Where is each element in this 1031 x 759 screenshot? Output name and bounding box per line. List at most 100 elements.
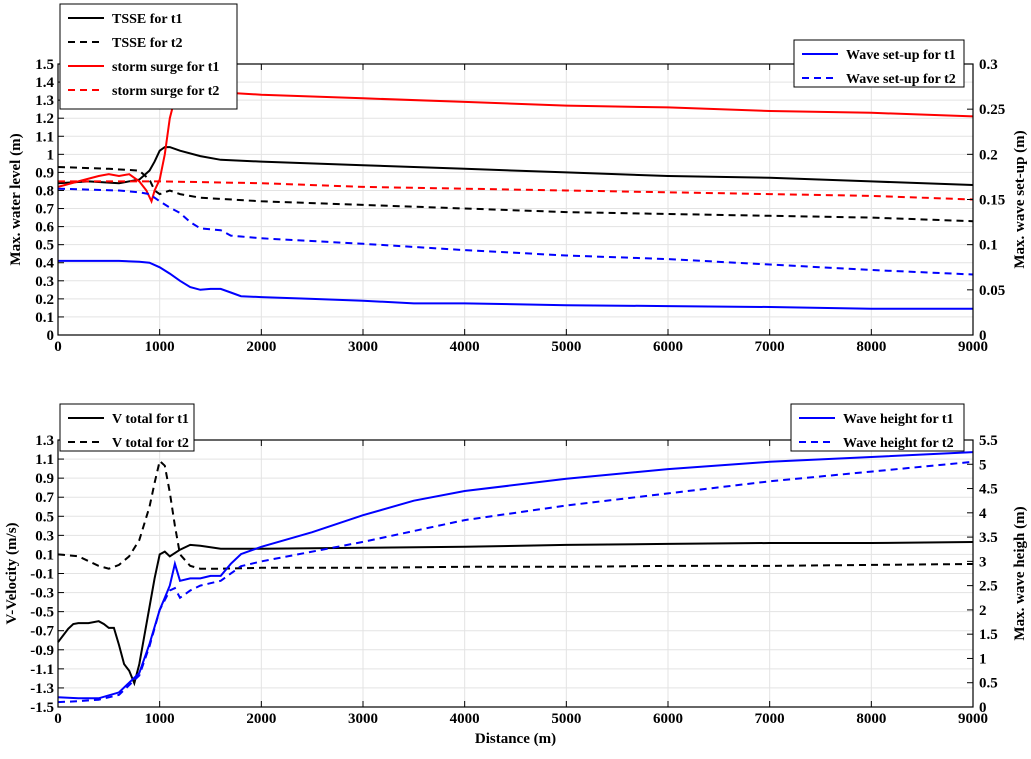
chart-panel-2: 0 1000 2000 3000 4000 5000 6000 7000 8000 9000 -1.…	[4, 403, 1028, 747]
y-left-tick-label: 0.1	[35, 547, 54, 563]
y-right-tick-label: 0	[979, 700, 987, 716]
y-left-tick-label: 1	[47, 147, 55, 163]
y-left-tick-label: 0	[47, 328, 55, 344]
x-tick-label: 4000	[450, 711, 480, 727]
legend-entry-label: Wave height for t1	[843, 412, 954, 427]
x-tick-label: 9000	[958, 711, 988, 727]
y-left-tick-label: -1.1	[30, 662, 54, 678]
y-left-tick-label: 1.5	[35, 57, 54, 73]
x-tick-label: 2000	[246, 711, 276, 727]
legend-entry-label: V total for t1	[112, 412, 189, 427]
y-left-tick-label: -0.7	[30, 624, 54, 640]
y-left-tick-label: 0.8	[35, 183, 54, 199]
y-left-axis-label: V-Velocity (m/s)	[4, 522, 20, 624]
legend-entry-label: TSSE for t2	[112, 36, 183, 51]
y-right-tick-label: 3.5	[979, 530, 998, 546]
y-right-tick-label: 0.3	[979, 57, 998, 73]
legend-box	[59, 3, 238, 110]
y-left-tick-label: 0.9	[35, 471, 54, 487]
y-left-tick-label: 1.3	[35, 93, 54, 109]
x-tick-label: 0	[54, 711, 62, 727]
legend-entry-label: storm surge for t2	[112, 84, 219, 99]
y-left-tick-label: 1.3	[35, 433, 54, 449]
y-left-tick-label: 0.3	[35, 528, 54, 544]
y-right-tick-label: 5.5	[979, 433, 998, 449]
y-left-tick-label: 0.7	[35, 202, 54, 218]
x-axis-label: Distance (m)	[475, 731, 556, 747]
x-tick-label: 3000	[348, 339, 378, 355]
legend-right: Wave height for t1 Wave height for t2	[790, 403, 965, 452]
legend-box	[790, 403, 965, 452]
y-right-tick-label: 1.5	[979, 627, 998, 643]
legend-left: V total for t1 V total for t2	[59, 403, 195, 452]
x-tick-label: 9000	[958, 339, 988, 355]
y-left-tick-label: -0.1	[30, 567, 54, 583]
y-right-tick-label: 0.5	[979, 676, 998, 692]
x-tick-label: 6000	[653, 339, 683, 355]
series-line-v-total-for-t1	[57, 541, 974, 687]
y-right-axis-label: Max. wave set-up (m)	[1012, 130, 1028, 268]
legend-box	[793, 39, 965, 88]
y-right-tick-label: 2.5	[979, 579, 998, 595]
y-right-tick-label: 5	[979, 457, 987, 473]
y-right-tick-label: 4	[979, 506, 987, 522]
y-left-tick-label: 1.1	[35, 452, 54, 468]
y-left-tick-label: 0.5	[35, 238, 54, 254]
y-left-tick-label: 0.5	[35, 509, 54, 525]
x-tick-label: 7000	[755, 711, 785, 727]
y-left-tick-label: -0.5	[30, 605, 54, 621]
y-right-axis-label: Max. wave heigh (m)	[1012, 506, 1028, 640]
legend-entry-label: V total for t2	[112, 436, 189, 451]
x-tick-label: 5000	[551, 711, 581, 727]
y-right-tick-label: 0.05	[979, 283, 1005, 299]
legend-entry-label: Wave set-up for t1	[846, 48, 956, 63]
x-tick-label: 1000	[145, 711, 175, 727]
y-left-tick-label: -0.9	[30, 643, 54, 659]
legend-box	[59, 403, 195, 452]
x-tick-label: 0	[54, 339, 62, 355]
series-line-tsse-for-t2	[57, 166, 974, 223]
series-line-wave-height-for-t1	[57, 451, 974, 700]
x-tick-label: 1000	[145, 339, 175, 355]
series-line-wave-set-up-for-t1	[58, 259, 973, 310]
y-right-tick-label: 2	[979, 603, 987, 619]
x-tick-label: 8000	[856, 711, 886, 727]
y-right-tick-label: 0.25	[979, 102, 1005, 118]
y-left-tick-label: 0.9	[35, 165, 54, 181]
series-line-wave-height-for-t2	[57, 460, 974, 704]
y-left-tick-label: 1.4	[35, 75, 54, 91]
y-left-tick-label: -1.3	[30, 681, 54, 697]
legend-entry-label: storm surge for t1	[112, 60, 219, 75]
y-left-tick-label: 1.2	[35, 111, 54, 127]
y-left-axis-label: Max. water level (m)	[8, 133, 24, 265]
y-right-tick-label: 0.15	[979, 193, 1005, 209]
y-right-tick-label: 0	[979, 328, 987, 344]
y-left-tick-label: 0.1	[35, 310, 54, 326]
x-tick-label: 4000	[450, 339, 480, 355]
x-tick-label: 3000	[348, 711, 378, 727]
y-left-tick-label: -1.5	[30, 700, 54, 716]
y-right-tick-label: 0.1	[979, 238, 998, 254]
x-tick-label: 8000	[856, 339, 886, 355]
legend-entry-label: Wave set-up for t2	[846, 72, 956, 87]
series-line-storm-surge-for-t2	[58, 180, 974, 201]
legend-entry-label: Wave height for t2	[843, 436, 954, 451]
y-right-tick-label: 3	[979, 554, 987, 570]
legend-left: TSSE for t1 TSSE for t2 storm surge for t1…	[59, 3, 238, 110]
y-right-tick-label: 0.2	[979, 147, 998, 163]
series-line-v-total-for-t2	[57, 459, 974, 570]
x-tick-label: 5000	[551, 339, 581, 355]
legend-right: Wave set-up for t1 Wave set-up for t2	[793, 39, 965, 88]
y-right-tick-label: 1	[979, 651, 987, 667]
y-left-tick-label: -0.3	[30, 586, 54, 602]
y-left-tick-label: 0.7	[35, 490, 54, 506]
legend-entry-label: TSSE for t1	[112, 12, 183, 27]
y-left-tick-label: 0.2	[35, 292, 54, 308]
y-left-tick-label: 0.6	[35, 220, 54, 236]
chart-panel-1: 0 1000 2000 3000 4000 5000 6000 7000 8000 900000.…	[8, 3, 1028, 355]
y-left-tick-label: 1.1	[35, 129, 54, 145]
y-left-tick-label: 0.3	[35, 274, 54, 290]
x-tick-label: 2000	[246, 339, 276, 355]
series-line-wave-set-up-for-t2	[57, 187, 974, 276]
